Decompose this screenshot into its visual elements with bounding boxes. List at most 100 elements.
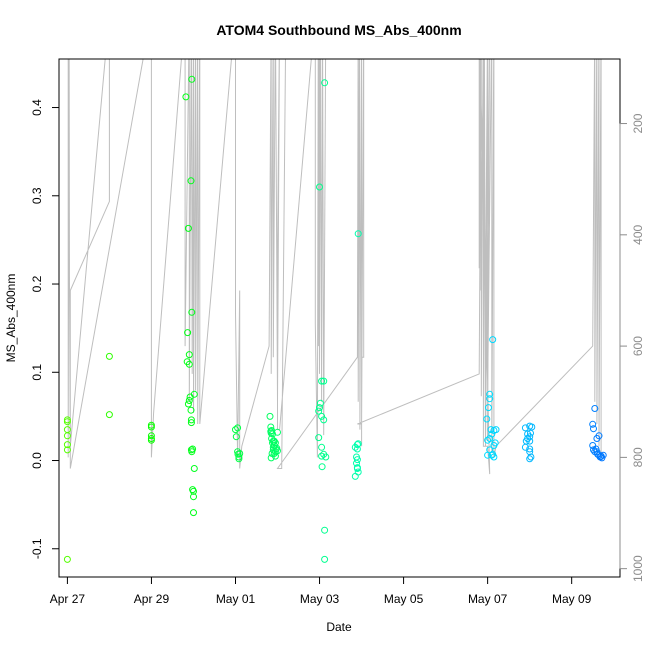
y-tick-label: 0.3 — [30, 187, 44, 204]
data-point — [351, 472, 359, 480]
data-point — [269, 430, 276, 438]
data-point — [488, 451, 496, 459]
data-point — [185, 397, 193, 404]
x-tick-label: Apr 27 — [50, 592, 86, 606]
data-point — [63, 432, 71, 440]
data-point — [528, 423, 536, 431]
data-point — [188, 308, 196, 316]
data-point — [492, 426, 500, 434]
data-point — [272, 445, 280, 453]
data-point — [185, 360, 193, 368]
data-point — [267, 454, 275, 462]
data-point — [63, 418, 71, 426]
data-point — [491, 439, 499, 447]
data-point — [354, 230, 362, 238]
data-point — [595, 432, 603, 440]
data-point — [526, 445, 534, 453]
data-point — [316, 183, 323, 191]
data-point — [318, 452, 326, 460]
data-point — [184, 400, 192, 408]
data-point — [486, 435, 494, 442]
data-point — [318, 463, 326, 471]
x-axis-label: Date — [326, 620, 352, 634]
data-point — [105, 411, 113, 419]
x-tick-label: Apr 29 — [134, 592, 170, 606]
data-point — [526, 437, 534, 445]
y2-tick-label: 400 — [631, 224, 645, 244]
altitude-trace-line — [67, 59, 602, 475]
data-point — [189, 445, 197, 453]
y-axis-label: MS_Abs_400nm — [4, 274, 18, 363]
data-point — [315, 407, 323, 415]
data-point — [185, 351, 193, 359]
data-point — [182, 93, 190, 101]
data-point — [315, 434, 323, 442]
data-point — [485, 404, 492, 412]
data-point — [316, 404, 323, 412]
x-tick-label: May 09 — [552, 592, 592, 606]
data-point — [320, 416, 328, 424]
y2-tick-label: 200 — [631, 113, 645, 133]
data-point — [63, 441, 71, 449]
data-point — [318, 377, 326, 385]
x-tick-label: May 07 — [468, 592, 508, 606]
x-tick-label: May 05 — [384, 592, 424, 606]
data-point — [187, 177, 195, 185]
x-tick-label: May 01 — [216, 592, 256, 606]
y2-tick-label: 600 — [631, 336, 645, 356]
data-point — [266, 412, 274, 420]
data-point — [321, 526, 329, 534]
data-point — [486, 395, 494, 403]
data-point — [353, 456, 361, 464]
data-point — [522, 437, 530, 445]
data-point — [320, 377, 328, 385]
y-tick-label: 0.1 — [30, 364, 44, 381]
data-point — [271, 452, 279, 460]
data-point — [316, 399, 324, 407]
y-tick-label: 0.4 — [30, 99, 44, 116]
data-point — [318, 443, 326, 451]
data-point — [269, 437, 277, 445]
y2-tick-label: 1000 — [631, 555, 645, 582]
data-point — [184, 224, 192, 232]
data-point — [490, 453, 498, 461]
data-point — [527, 453, 535, 461]
data-point — [187, 419, 195, 427]
y-tick-label: 0.0 — [30, 452, 44, 469]
x-tick-label: May 03 — [300, 592, 340, 606]
data-point — [63, 446, 71, 454]
data-point — [234, 424, 242, 432]
data-point — [190, 390, 198, 398]
plot-frame — [58, 58, 621, 578]
data-point — [190, 493, 197, 501]
data-point — [190, 487, 197, 495]
data-point — [322, 453, 330, 461]
data-point — [526, 455, 534, 463]
data-point — [353, 445, 361, 453]
data-point — [147, 423, 155, 431]
data-point — [147, 436, 155, 444]
y-axis: -0.1 0.0 0.1 0.2 0.3 0.4 — [30, 99, 60, 559]
x-axis: Apr 27 Apr 29 May 01 May 03 May 05 May 07 May … — [50, 576, 592, 606]
data-point — [488, 430, 496, 438]
data-point — [321, 555, 329, 563]
data-point — [483, 415, 491, 423]
data-point — [321, 79, 329, 87]
data-point — [187, 406, 195, 414]
data-point — [353, 459, 360, 467]
data-point — [190, 509, 197, 517]
scatter-points-layer — [63, 75, 607, 563]
chart-title: ATOM4 Southbound MS_Abs_400nm — [216, 22, 461, 38]
data-point — [589, 420, 597, 428]
data-point — [486, 390, 494, 398]
altitude-trace-layer — [67, 59, 602, 475]
data-point — [190, 465, 198, 472]
data-point — [599, 451, 607, 459]
data-point — [105, 352, 113, 360]
data-point — [353, 464, 361, 472]
data-point — [147, 432, 155, 440]
data-point — [232, 433, 240, 441]
data-point — [274, 428, 281, 436]
data-point — [526, 433, 534, 441]
